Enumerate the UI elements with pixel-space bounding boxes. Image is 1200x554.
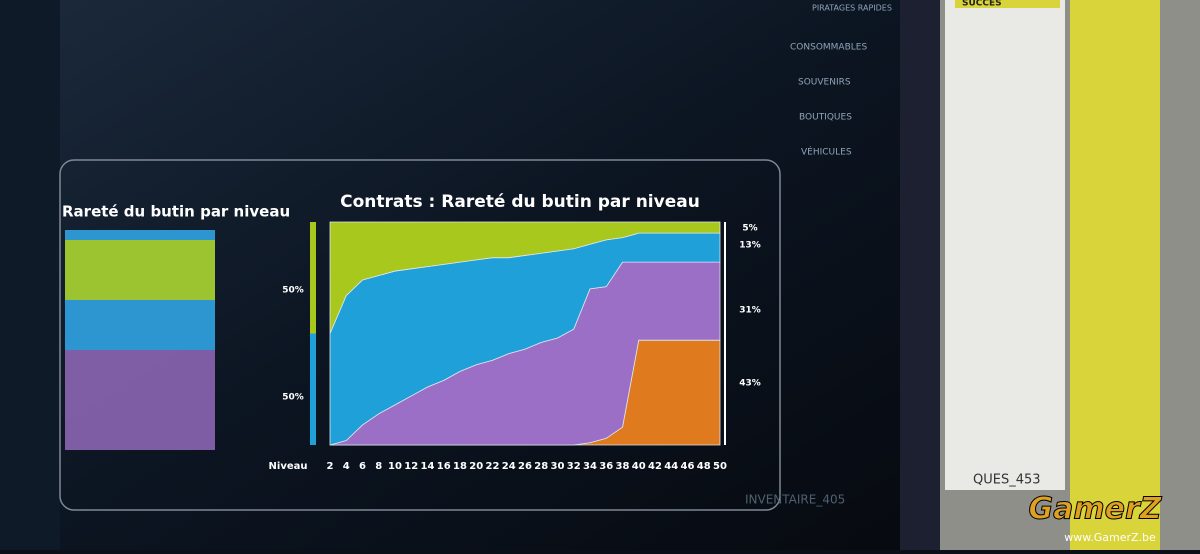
menu-item: VÉHICULES [801,146,852,158]
x-tick-label: 16 [437,461,451,472]
page-edge [900,0,940,550]
x-tick-label: 30 [551,461,565,472]
area [329,221,721,334]
start-strip [310,333,316,445]
x-tick-label: 26 [518,461,532,472]
yellow-strip [1070,0,1160,550]
left-page [0,0,60,550]
start-label: 50% [282,286,304,296]
x-tick-label: 14 [421,461,435,472]
x-tick-label: 24 [502,461,516,472]
start-label: 50% [282,393,304,403]
x-tick-label: 12 [404,461,418,472]
x-tick-label: 6 [359,461,366,472]
watermark-url: www.GamerZ.be [1064,531,1156,544]
footer: INVENTAIRE_405 [745,493,845,507]
x-tick-label: 8 [375,461,382,472]
end-label: 31% [739,306,761,316]
x-tick-label: 36 [599,461,613,472]
x-tick-label: 44 [664,461,678,472]
chart-frame [59,159,781,511]
x-tick-label: 4 [343,461,350,472]
end-label: 13% [739,241,761,251]
x-tick-label: 42 [648,461,662,472]
x-tick-label: 50 [713,461,727,472]
end-label: 5% [742,224,757,234]
x-tick-label: 20 [469,461,483,472]
start-strip [310,222,316,334]
end-label: 43% [739,379,761,389]
x-tick-label: 22 [486,461,500,472]
x-axis-label: Niveau [269,461,308,472]
menu-item: SOUVENIRS [798,78,851,88]
x-tick-label: 18 [453,461,467,472]
tab: SUCCÈS [962,0,1002,9]
left-chart-title: Rareté du butin par niveau [62,203,290,221]
side-card [945,0,1065,490]
side-code: QUES_453 [973,473,1041,488]
left-chart-fragment [65,240,215,300]
x-tick-label: 10 [388,461,402,472]
x-tick-label: 46 [681,461,695,472]
x-tick-label: 32 [567,461,581,472]
tab-bg [955,0,1060,8]
x-tick-label: 48 [697,461,711,472]
x-tick-label: 28 [534,461,548,472]
x-tick-label: 2 [327,461,334,472]
chart-title: Contrats : Rareté du butin par niveau [340,192,700,212]
menu-item: PIRATAGES RAPIDES [812,4,892,13]
x-tick-label: 34 [583,461,597,472]
menu-item: BOUTIQUES [799,113,852,123]
x-tick-label: 38 [616,461,630,472]
x-tick-label: 40 [632,461,646,472]
menu-item: CONSOMMABLES [790,43,867,53]
watermark: GamerZ [1028,492,1162,527]
